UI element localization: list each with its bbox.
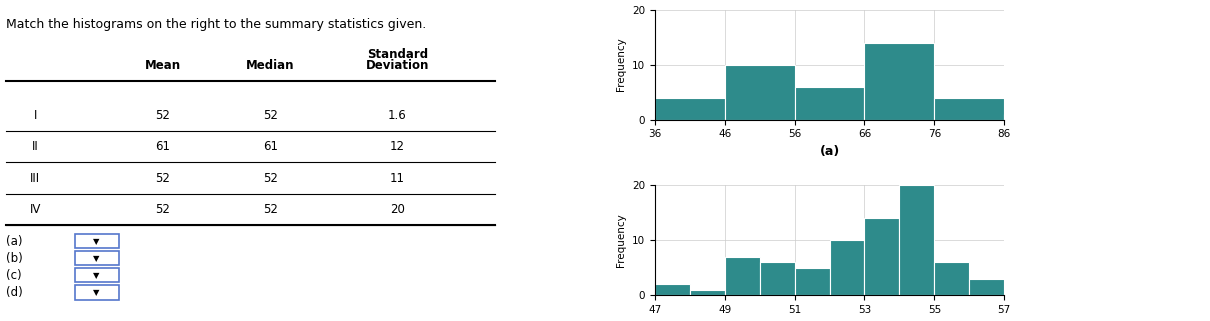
Bar bbox=[75, 234, 119, 248]
Y-axis label: Frequency: Frequency bbox=[616, 38, 627, 91]
Bar bbox=[1004, 114, 1074, 119]
Bar bbox=[75, 268, 119, 282]
Bar bbox=[75, 285, 119, 299]
Text: (c): (c) bbox=[6, 269, 22, 282]
Text: Match the histograms on the right to the summary statistics given.: Match the histograms on the right to the… bbox=[6, 18, 426, 31]
Text: (b): (b) bbox=[6, 252, 23, 265]
Bar bbox=[934, 98, 1004, 119]
Bar bbox=[864, 218, 899, 295]
Text: 11: 11 bbox=[390, 172, 405, 185]
Bar bbox=[934, 262, 969, 295]
Bar bbox=[969, 279, 1004, 295]
Text: 61: 61 bbox=[155, 140, 171, 153]
Bar bbox=[690, 290, 725, 295]
Y-axis label: Frequency: Frequency bbox=[616, 213, 627, 267]
Bar bbox=[655, 284, 690, 295]
Text: III: III bbox=[30, 172, 40, 185]
Bar bbox=[795, 268, 830, 295]
Text: ▼: ▼ bbox=[93, 237, 100, 246]
Text: 61: 61 bbox=[263, 140, 278, 153]
Text: 1.6: 1.6 bbox=[388, 109, 407, 122]
Text: Mean: Mean bbox=[144, 59, 180, 73]
X-axis label: (a): (a) bbox=[819, 145, 840, 158]
Text: 52: 52 bbox=[155, 109, 171, 122]
Text: I: I bbox=[34, 109, 38, 122]
Bar bbox=[725, 65, 795, 119]
Text: ▼: ▼ bbox=[93, 271, 100, 280]
Text: 20: 20 bbox=[390, 203, 405, 216]
Text: (d): (d) bbox=[6, 286, 23, 299]
Bar bbox=[760, 262, 795, 295]
Bar bbox=[899, 186, 934, 295]
Bar bbox=[830, 240, 864, 295]
Text: (a): (a) bbox=[6, 235, 23, 247]
Bar bbox=[655, 98, 725, 119]
Text: 52: 52 bbox=[263, 109, 278, 122]
Text: ▼: ▼ bbox=[93, 254, 100, 263]
Text: II: II bbox=[31, 140, 39, 153]
Text: 52: 52 bbox=[155, 172, 171, 185]
Bar bbox=[75, 251, 119, 265]
Bar bbox=[795, 87, 864, 119]
Bar bbox=[864, 43, 934, 119]
Bar bbox=[725, 257, 760, 295]
Text: 52: 52 bbox=[263, 172, 278, 185]
Text: Deviation: Deviation bbox=[365, 59, 430, 73]
Text: ▼: ▼ bbox=[93, 288, 100, 297]
Text: IV: IV bbox=[30, 203, 41, 216]
Text: Median: Median bbox=[246, 59, 294, 73]
Text: 12: 12 bbox=[390, 140, 405, 153]
Text: 52: 52 bbox=[155, 203, 171, 216]
Text: Standard: Standard bbox=[367, 48, 428, 61]
Text: 52: 52 bbox=[263, 203, 278, 216]
